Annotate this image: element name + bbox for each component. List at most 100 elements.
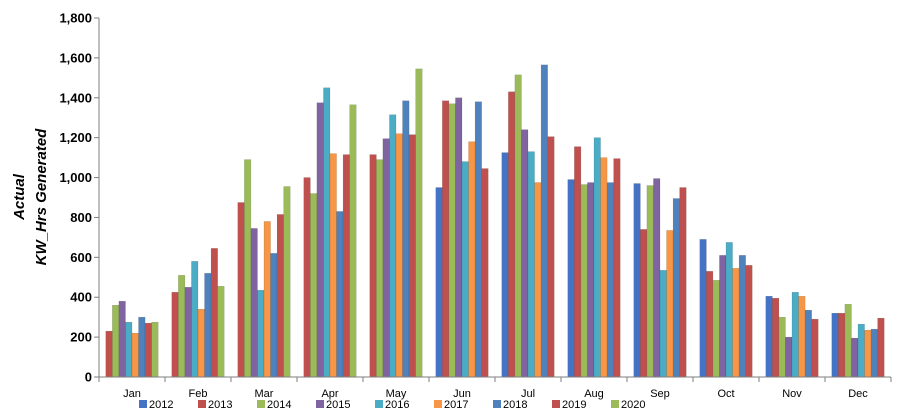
bar-jan-2015: [118, 301, 126, 378]
bar-jun-2015: [455, 97, 463, 378]
bar-apr-2020: [349, 104, 357, 378]
x-tick-label-jul: Jul: [521, 388, 535, 400]
legend-swatch: [316, 400, 324, 408]
bar-sep-2017: [666, 230, 674, 378]
bar-may-2020: [415, 68, 423, 378]
bar-mar-2015: [250, 228, 258, 378]
bar-jun-2018: [474, 101, 482, 378]
bar-jul-2016: [527, 151, 535, 378]
bar-jan-2020: [151, 321, 159, 378]
bar-oct-2013: [706, 271, 714, 378]
y-tick-label: 1,200: [59, 130, 92, 145]
bar-feb-2017: [197, 308, 205, 378]
y-tick-label: 1,800: [59, 11, 92, 26]
y-tick-label: 600: [70, 250, 92, 265]
bar-dec-2019: [877, 317, 885, 378]
bar-apr-2016: [323, 87, 331, 378]
y-tick-label: 1,400: [59, 90, 92, 105]
bar-mar-2016: [257, 290, 265, 378]
legend: 2012 2013 2014 2015 2016 2017 2018 2019 2020: [139, 399, 645, 411]
legend-item-2020: 2020: [611, 399, 645, 411]
bar-nov-2015: [785, 336, 793, 378]
bar-mar-2020: [283, 186, 291, 378]
bar-dec-2012: [831, 312, 839, 378]
bar-dec-2013: [838, 312, 846, 378]
bar-oct-2014: [712, 280, 720, 378]
bar-may-2017: [395, 133, 403, 378]
legend-label: 2016: [385, 399, 409, 411]
x-tick-label-apr: Apr: [321, 388, 338, 400]
bar-oct-2017: [732, 268, 740, 378]
y-tick-label: 400: [70, 290, 92, 305]
bar-sep-2018: [672, 198, 680, 378]
y-axis-title-line: KW_Hrs Generated: [33, 128, 50, 266]
bar-jan-2018: [138, 316, 146, 378]
legend-label: 2013: [208, 399, 232, 411]
bar-may-2014: [376, 159, 384, 378]
bar-nov-2014: [778, 316, 786, 378]
bar-jun-2017: [468, 141, 476, 378]
bar-aug-2018: [606, 182, 614, 378]
bar-mar-2019: [276, 214, 284, 378]
y-tick-label: 1,000: [59, 170, 92, 185]
bar-oct-2016: [725, 242, 733, 378]
bar-aug-2014: [580, 184, 588, 378]
legend-swatch: [257, 400, 265, 408]
bar-oct-2018: [738, 255, 746, 378]
legend-label: 2018: [503, 399, 527, 411]
bar-feb-2019: [210, 248, 218, 378]
y-tick-label: 800: [70, 210, 92, 225]
bar-aug-2015: [587, 182, 595, 378]
bar-apr-2019: [342, 154, 350, 378]
bar-may-2019: [408, 134, 416, 378]
bar-aug-2019: [613, 158, 621, 378]
x-tick-label-jun: Jun: [453, 388, 471, 400]
bar-jun-2016: [461, 161, 469, 378]
bar-jul-2013: [508, 91, 516, 378]
legend-item-2019: 2019: [552, 399, 586, 411]
bar-may-2015: [382, 138, 390, 378]
bar-may-2018: [402, 100, 410, 378]
bar-aug-2013: [574, 146, 582, 378]
bar-dec-2016: [857, 323, 865, 378]
bar-jul-2012: [501, 152, 509, 378]
legend-swatch: [139, 400, 147, 408]
bar-sep-2019: [679, 187, 687, 378]
bar-nov-2019: [811, 318, 819, 378]
bar-jul-2014: [514, 74, 522, 378]
bar-jul-2017: [534, 182, 542, 378]
bar-aug-2016: [593, 137, 601, 378]
bar-jul-2019: [547, 136, 555, 378]
legend-label: 2017: [444, 399, 468, 411]
legend-swatch: [434, 400, 442, 408]
bar-mar-2014: [244, 159, 252, 378]
bar-apr-2018: [336, 211, 344, 378]
x-tick-label-mar: Mar: [255, 388, 274, 400]
legend-swatch: [493, 400, 501, 408]
x-tick-label-aug: Aug: [584, 388, 604, 400]
bar-jun-2014: [448, 103, 456, 378]
bar-dec-2018: [870, 328, 878, 378]
bar-oct-2015: [719, 255, 727, 378]
bar-feb-2016: [191, 261, 199, 378]
bar-jan-2013: [105, 330, 113, 378]
legend-swatch: [552, 400, 560, 408]
bar-sep-2016: [659, 270, 667, 378]
bar-feb-2015: [184, 287, 192, 378]
bar-feb-2020: [217, 286, 225, 378]
bar-apr-2014: [310, 193, 318, 378]
bar-aug-2012: [567, 179, 575, 378]
bar-oct-2019: [745, 265, 753, 378]
bar-apr-2017: [329, 153, 337, 378]
bar-feb-2013: [171, 292, 179, 378]
bar-sep-2014: [646, 185, 654, 378]
x-tick-label-oct: Oct: [717, 388, 734, 400]
legend-swatch: [375, 400, 383, 408]
bar-nov-2017: [798, 296, 806, 378]
y-axis-title: Actual KW_Hrs Generated: [11, 128, 50, 266]
legend-label: 2019: [562, 399, 586, 411]
bar-apr-2013: [303, 177, 311, 378]
bar-mar-2018: [270, 253, 278, 378]
axes-layer: 0 200 400 600 800 1,000 1,200 1,400 1,600 1,800 Ja…: [59, 11, 892, 400]
